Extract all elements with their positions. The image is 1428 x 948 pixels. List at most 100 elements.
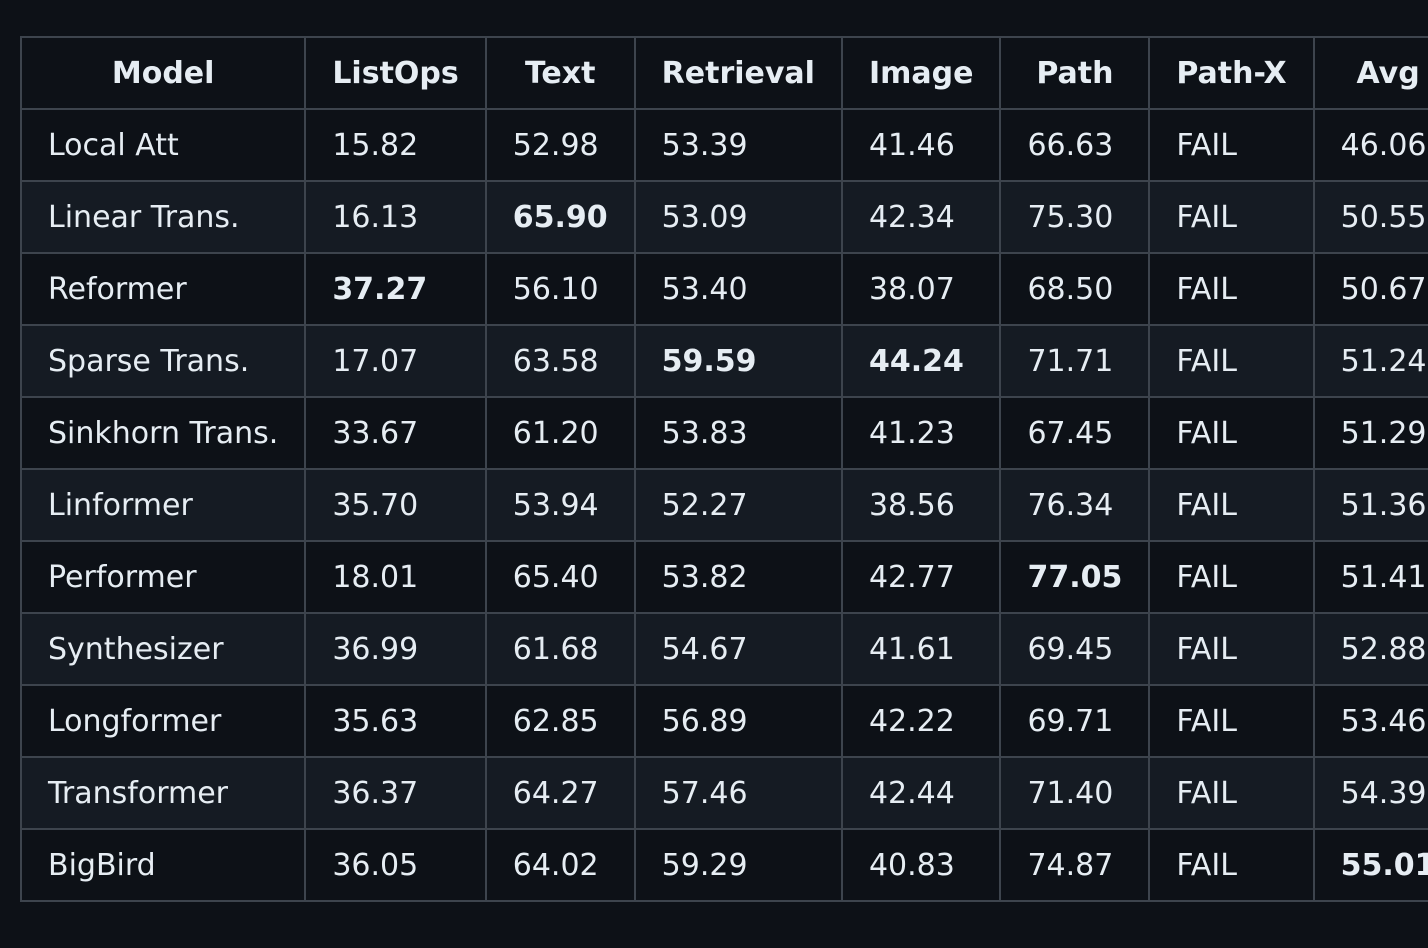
score-cell: 68.50 [999, 252, 1151, 326]
score-cell: 51.36 [1312, 468, 1428, 542]
score-cell: FAIL [1148, 396, 1315, 470]
model-name-cell: Synthesizer [19, 612, 307, 686]
score-cell: 74.87 [999, 828, 1151, 902]
score-cell: 33.67 [304, 396, 487, 470]
table-row: Performer 18.01 65.40 53.82 42.77 77.05 FAIL 51… [19, 540, 1428, 614]
model-name-cell: Linear Trans. [19, 180, 307, 254]
table-row: BigBird 36.05 64.02 59.29 40.83 74.87 FAIL 55.0… [19, 828, 1428, 902]
score-cell: 42.77 [840, 540, 1002, 614]
score-cell: 38.07 [840, 252, 1002, 326]
score-cell: 41.61 [840, 612, 1002, 686]
model-name-cell: Performer [19, 540, 307, 614]
header-row: Model ListOps Text Retrieval Image Path Path-X… [19, 36, 1428, 110]
score-cell: 56.10 [484, 252, 636, 326]
table-row: Sparse Trans. 17.07 63.58 59.59 44.24 71.71 FA… [19, 324, 1428, 398]
score-cell: 35.70 [304, 468, 487, 542]
column-header-path: Path [999, 36, 1151, 110]
model-name-cell: Transformer [19, 756, 307, 830]
score-cell: 55.01 [1312, 828, 1428, 902]
score-cell: 53.94 [484, 468, 636, 542]
score-cell: FAIL [1148, 540, 1315, 614]
score-cell: 36.05 [304, 828, 487, 902]
results-table-container: Model ListOps Text Retrieval Image Path Path-X… [19, 36, 1428, 902]
score-cell: FAIL [1148, 468, 1315, 542]
score-cell: 44.24 [840, 324, 1002, 398]
score-cell: 35.63 [304, 684, 487, 758]
score-cell: 51.24 [1312, 324, 1428, 398]
table-header: Model ListOps Text Retrieval Image Path Path-X… [19, 36, 1428, 110]
score-cell: 53.39 [633, 108, 843, 182]
score-cell: 53.83 [633, 396, 843, 470]
score-cell: 53.46 [1312, 684, 1428, 758]
column-header-text: Text [484, 36, 636, 110]
score-cell: 16.13 [304, 180, 487, 254]
score-cell: 54.39 [1312, 756, 1428, 830]
score-cell: FAIL [1148, 108, 1315, 182]
table-row: Synthesizer 36.99 61.68 54.67 41.61 69.45 FAIL… [19, 612, 1428, 686]
score-cell: 18.01 [304, 540, 487, 614]
score-cell: 69.71 [999, 684, 1151, 758]
column-header-listops: ListOps [304, 36, 487, 110]
table-row: Transformer 36.37 64.27 57.46 42.44 71.40 FAIL… [19, 756, 1428, 830]
score-cell: 15.82 [304, 108, 487, 182]
score-cell: 53.40 [633, 252, 843, 326]
results-table: Model ListOps Text Retrieval Image Path Path-X… [19, 36, 1428, 902]
score-cell: 61.20 [484, 396, 636, 470]
score-cell: FAIL [1148, 828, 1315, 902]
score-cell: 17.07 [304, 324, 487, 398]
score-cell: 77.05 [999, 540, 1151, 614]
score-cell: 65.90 [484, 180, 636, 254]
score-cell: 50.55 [1312, 180, 1428, 254]
score-cell: 42.34 [840, 180, 1002, 254]
score-cell: 42.22 [840, 684, 1002, 758]
score-cell: 36.37 [304, 756, 487, 830]
column-header-retrieval: Retrieval [633, 36, 843, 110]
score-cell: 65.40 [484, 540, 636, 614]
score-cell: FAIL [1148, 180, 1315, 254]
table-row: Linear Trans. 16.13 65.90 53.09 42.34 75.30 FA… [19, 180, 1428, 254]
score-cell: 66.63 [999, 108, 1151, 182]
score-cell: 51.29 [1312, 396, 1428, 470]
model-name-cell: Sparse Trans. [19, 324, 307, 398]
score-cell: 46.06 [1312, 108, 1428, 182]
score-cell: 57.46 [633, 756, 843, 830]
score-cell: 63.58 [484, 324, 636, 398]
score-cell: 54.67 [633, 612, 843, 686]
score-cell: 36.99 [304, 612, 487, 686]
column-header-image: Image [840, 36, 1002, 110]
score-cell: 59.29 [633, 828, 843, 902]
column-header-avg: Avg [1312, 36, 1428, 110]
score-cell: 61.68 [484, 612, 636, 686]
score-cell: 52.98 [484, 108, 636, 182]
score-cell: 71.40 [999, 756, 1151, 830]
model-name-cell: BigBird [19, 828, 307, 902]
table-row: Sinkhorn Trans. 33.67 61.20 53.83 41.23 67.45… [19, 396, 1428, 470]
model-name-cell: Longformer [19, 684, 307, 758]
table-body: Local Att 15.82 52.98 53.39 41.46 66.63 FAIL 46… [19, 108, 1428, 902]
score-cell: 76.34 [999, 468, 1151, 542]
score-cell: FAIL [1148, 684, 1315, 758]
score-cell: 37.27 [304, 252, 487, 326]
score-cell: 50.67 [1312, 252, 1428, 326]
score-cell: 53.09 [633, 180, 843, 254]
score-cell: 62.85 [484, 684, 636, 758]
model-name-cell: Reformer [19, 252, 307, 326]
score-cell: 69.45 [999, 612, 1151, 686]
table-row: Linformer 35.70 53.94 52.27 38.56 76.34 FAIL 51… [19, 468, 1428, 542]
table-row: Local Att 15.82 52.98 53.39 41.46 66.63 FAIL 46… [19, 108, 1428, 182]
model-name-cell: Local Att [19, 108, 307, 182]
score-cell: FAIL [1148, 756, 1315, 830]
score-cell: 41.23 [840, 396, 1002, 470]
score-cell: 64.27 [484, 756, 636, 830]
model-name-cell: Sinkhorn Trans. [19, 396, 307, 470]
score-cell: 38.56 [840, 468, 1002, 542]
score-cell: 75.30 [999, 180, 1151, 254]
score-cell: 64.02 [484, 828, 636, 902]
score-cell: FAIL [1148, 252, 1315, 326]
score-cell: 53.82 [633, 540, 843, 614]
score-cell: 59.59 [633, 324, 843, 398]
score-cell: 52.88 [1312, 612, 1428, 686]
column-header-model: Model [19, 36, 307, 110]
score-cell: 51.41 [1312, 540, 1428, 614]
table-row: Longformer 35.63 62.85 56.89 42.22 69.71 FAIL 5… [19, 684, 1428, 758]
